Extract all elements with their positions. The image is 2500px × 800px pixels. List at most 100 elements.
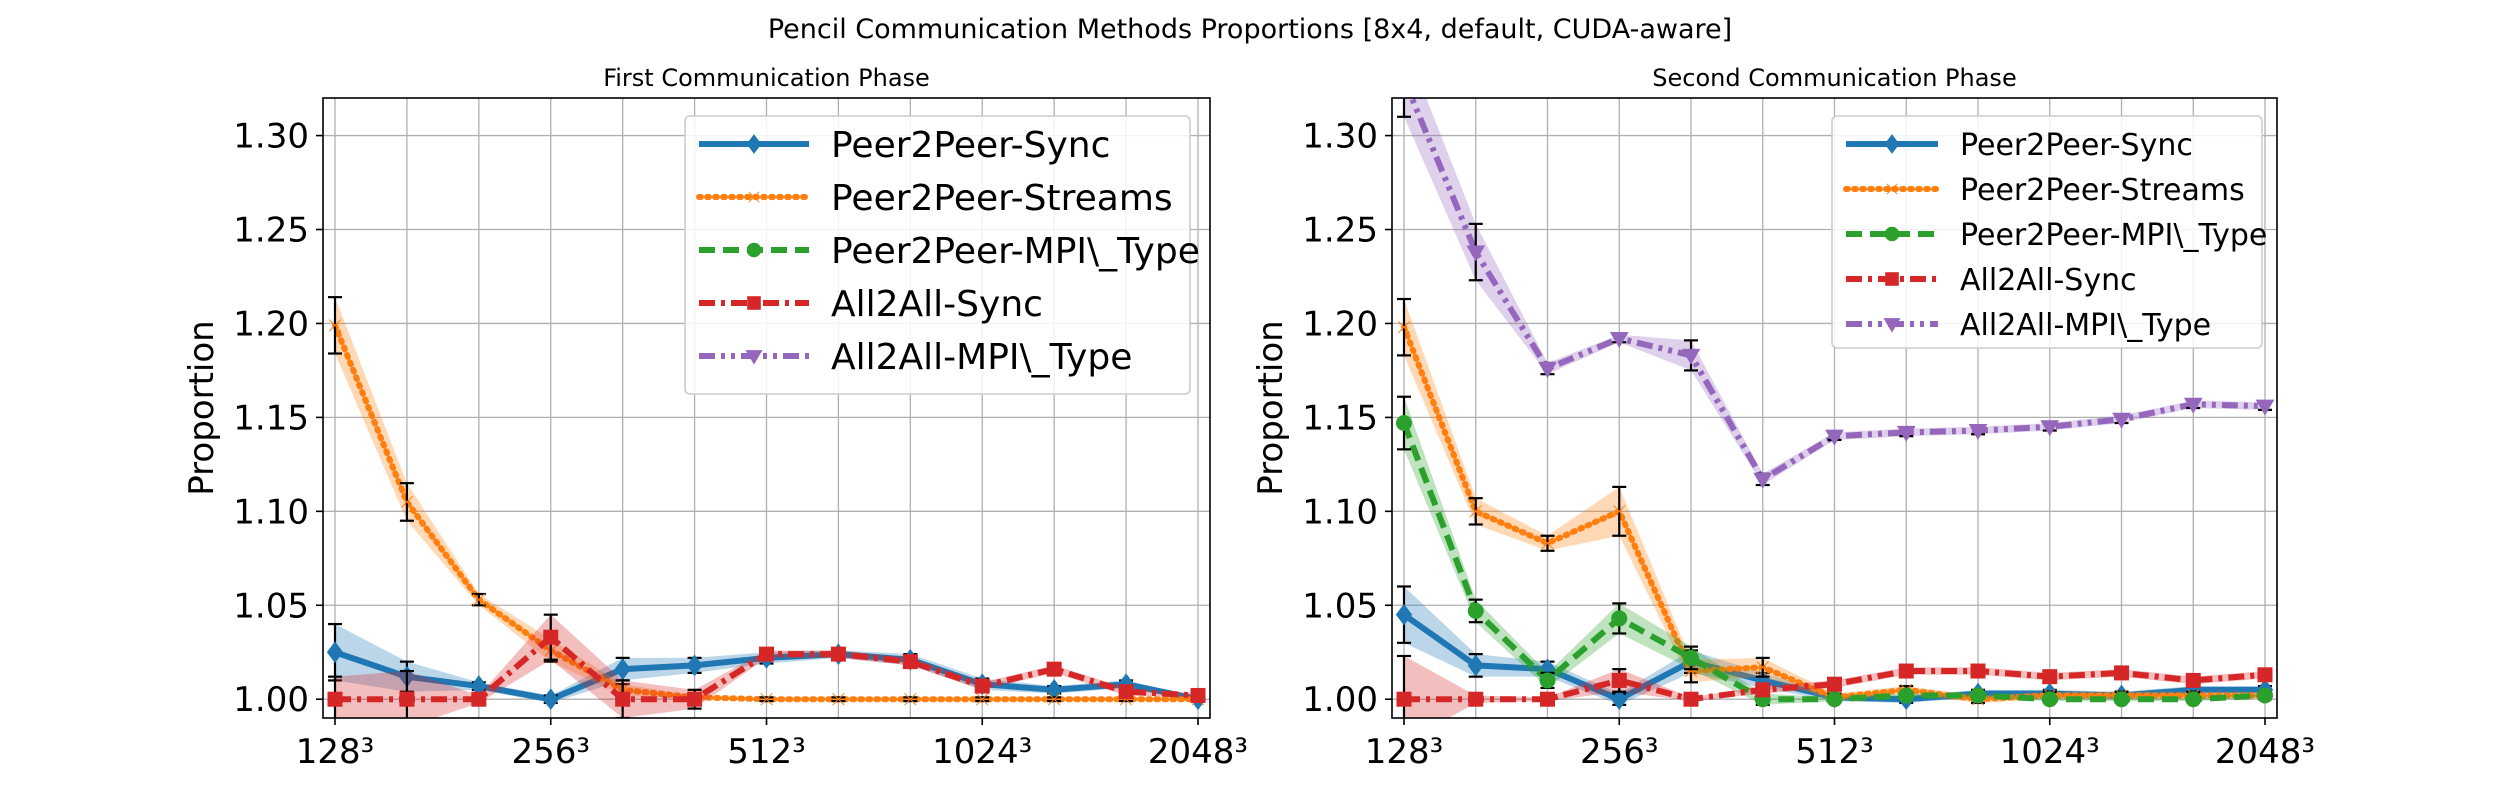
data-point [1611, 672, 1627, 688]
legend-marker [746, 242, 762, 258]
data-point [1469, 505, 1482, 518]
y-axis-label: Proportion [182, 320, 222, 495]
data-point [1466, 245, 1486, 262]
data-point [1468, 691, 1484, 707]
data-point [1398, 321, 1410, 334]
data-point [327, 691, 343, 707]
data-point [2257, 667, 2273, 683]
legend-marker [1883, 318, 1901, 333]
data-point [326, 641, 344, 664]
legend-item-peer2peer-sync: Peer2Peer-Sync [1846, 128, 2193, 163]
legend-marker [1884, 134, 1900, 154]
data-point [1396, 415, 1412, 432]
legend-marker [748, 191, 760, 203]
data-point [687, 691, 703, 707]
data-point [904, 693, 917, 706]
data-point [1970, 687, 1986, 704]
data-point [1540, 691, 1555, 707]
data-point [1611, 688, 1628, 711]
data-point [1396, 73, 1413, 88]
legend-label: Peer2Peer-Streams [831, 178, 1173, 219]
legend-item-all2all-sync: All2All-Sync [1846, 263, 2137, 298]
x-tick-label: 128³ [1365, 732, 1444, 772]
x-tick-label: 256³ [511, 732, 590, 772]
data-point [1683, 691, 1699, 707]
figure-title: Pencil Communication Methods Proportions… [768, 14, 1732, 45]
x-tick-label: 2048³ [2215, 732, 2315, 772]
data-point [1190, 687, 1206, 703]
data-point [1118, 684, 1134, 700]
y-tick-label: 1.10 [1302, 492, 1378, 532]
error-bar [1397, 98, 1411, 118]
data-point [1609, 331, 1629, 348]
panel-second-phase: 1.00 1.05 1.10 1.15 1.20 1.25 1.30 128³ 256³ 512³… [1251, 64, 2315, 772]
legend-item-all2all-mpi-type: All2All-MPI\_Type [699, 337, 1132, 378]
y-tick-label: 1.00 [1302, 680, 1378, 720]
legend-marker [745, 350, 763, 365]
legend-label: All2All-Sync [1960, 263, 2137, 298]
axes-frame [322, 97, 1211, 719]
legend-item-peer2peer-streams: Peer2Peer-Streams [696, 178, 1173, 219]
data-point [2041, 691, 2058, 708]
data-point [1395, 603, 1413, 626]
series-all2all-mpi-type [1396, 73, 2275, 489]
legend-item-all2all-mpi-type: All2All-MPI\_Type [1846, 308, 2211, 343]
data-point [614, 658, 631, 680]
data-point [329, 319, 341, 332]
series-peer2peer-mpi-type [1396, 395, 2273, 708]
y-tick-label: 1.15 [1302, 398, 1378, 438]
legend-label: Peer2Peer-MPI\_Type [1960, 218, 2267, 253]
legend-item-peer2peer-sync: Peer2Peer-Sync [699, 125, 1110, 166]
y-tick-label: 1.20 [233, 304, 309, 344]
legend-marker [747, 296, 761, 310]
y-tick-label: 1.25 [233, 211, 309, 251]
x-tick-label: 512³ [1795, 732, 1874, 772]
data-point [1613, 505, 1626, 518]
data-point [542, 688, 559, 711]
data-point [1896, 425, 1916, 442]
data-point [760, 693, 773, 706]
data-point [399, 691, 415, 707]
data-point [1046, 661, 1062, 677]
data-point [472, 593, 485, 606]
data-point [471, 691, 487, 707]
plot-area [1395, 73, 2275, 718]
data-point [1970, 663, 1986, 679]
data-point [1756, 661, 1769, 674]
data-point [2183, 397, 2203, 414]
data-point [1685, 665, 1697, 678]
x-tick-label: 128³ [296, 732, 375, 772]
series-all2all-sync [1396, 654, 2273, 718]
legend: Peer2Peer-Sync Peer2Peer-Streams Peer2Peer… [1831, 115, 2267, 349]
data-point [2255, 399, 2275, 416]
y-tick-label: 1.15 [233, 398, 309, 438]
legend-marker [1884, 226, 1900, 242]
data-point [1611, 610, 1628, 627]
series-all2all-sync [327, 613, 1206, 718]
data-point [832, 693, 845, 706]
panel-title: First Communication Phase [603, 64, 930, 92]
data-point [974, 678, 990, 694]
y-tick-label: 1.30 [233, 117, 309, 157]
x-tick-label: 256³ [1580, 732, 1659, 772]
data-point [1048, 693, 1061, 706]
data-point [1968, 424, 1988, 441]
y-tick-label: 1.05 [1302, 586, 1378, 626]
y-axis-label: Proportion [1251, 320, 1291, 495]
x-tick-label: 1024³ [932, 732, 1032, 772]
data-point [1541, 537, 1554, 550]
data-point [902, 654, 918, 670]
data-point [543, 629, 559, 645]
y-tick-label: 1.10 [233, 492, 309, 532]
panel-first-phase: 1.00 1.05 1.10 1.15 1.20 1.25 1.30 128³ 256³ 512³… [182, 64, 1248, 772]
data-point [2257, 687, 2273, 704]
legend-box [1831, 115, 2263, 349]
data-point [1683, 649, 1699, 666]
data-point [1898, 663, 1914, 679]
y-tick-label: 1.20 [1302, 304, 1378, 344]
x-tick-label: 1024³ [2000, 732, 2100, 772]
data-point [1827, 676, 1842, 692]
x-tick-label: 512³ [727, 732, 806, 772]
axes-frame [1391, 97, 2278, 719]
